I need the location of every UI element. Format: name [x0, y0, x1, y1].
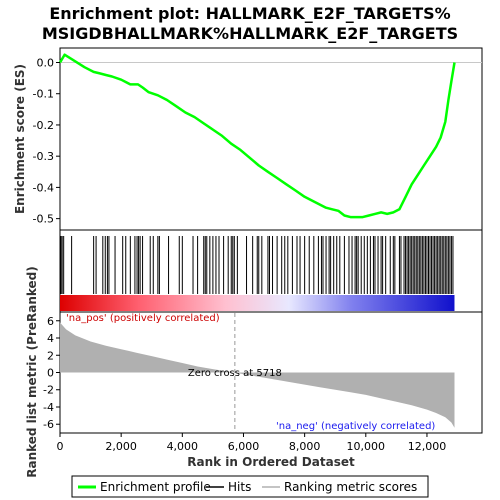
negative-correlation-label: 'na_neg' (negatively correlated) — [276, 421, 435, 432]
ranking-metric-layer — [60, 313, 455, 432]
chart-title-line2: MSIGDBHALLMARK%HALLMARK_E2F_TARGETS — [42, 24, 458, 43]
rank-y-axis-label: Ranked list metric (PreRanked) — [25, 266, 39, 478]
x-tick-label: 12,000 — [408, 440, 447, 453]
es-curve — [58, 53, 456, 219]
rank-y-tick-label: 6 — [47, 315, 54, 328]
x-tick-label: 10,000 — [347, 440, 386, 453]
x-tick-label: 0 — [57, 440, 64, 453]
legend-label-hits: Hits — [228, 480, 251, 494]
x-axis-label: Rank in Ordered Dataset — [187, 455, 355, 469]
rank-y-tick-label: -6 — [43, 418, 54, 431]
hits-layer — [60, 236, 454, 294]
x-tick-label: 6,000 — [228, 440, 260, 453]
legend-label-enrichment: Enrichment profile — [100, 480, 211, 494]
es-y-ticks: 0.0 -0.1 -0.2 -0.3 -0.4 -0.5 — [33, 56, 60, 226]
es-y-tick-label: -0.2 — [33, 119, 54, 132]
x-ticks: 0 2,000 4,000 6,000 8,000 10,000 12,000 — [57, 433, 447, 453]
rank-y-tick-label: -4 — [43, 401, 54, 414]
es-y-tick-label: 0.0 — [37, 56, 55, 69]
es-y-tick-label: -0.4 — [33, 181, 54, 194]
x-tick-label: 2,000 — [105, 440, 137, 453]
legend-label-ranking: Ranking metric scores — [284, 480, 417, 494]
heatmap-bar — [60, 295, 455, 311]
rank-y-ticks: 6 4 2 0 -2 -4 -6 — [43, 315, 60, 431]
es-y-tick-label: -0.1 — [33, 88, 54, 101]
zero-cross-label: Zero cross at 5718 — [188, 368, 282, 379]
es-curve-layer — [58, 53, 456, 219]
x-tick-label: 4,000 — [167, 440, 199, 453]
es-y-tick-label: -0.3 — [33, 150, 54, 163]
rank-y-tick-label: -2 — [43, 384, 54, 397]
chart-title-line1: Enrichment plot: HALLMARK_E2F_TARGETS% — [49, 4, 450, 23]
rank-y-tick-label: 0 — [47, 367, 54, 380]
rank-y-tick-label: 2 — [47, 349, 54, 362]
es-panel-frame — [59, 47, 483, 231]
heatmap-bar-layer — [60, 295, 455, 311]
legend-box — [71, 475, 429, 498]
es-y-axis-label: Enrichment score (ES) — [13, 64, 27, 214]
x-tick-label: 8,000 — [289, 440, 321, 453]
positive-correlation-label: 'na_pos' (positively correlated) — [66, 313, 220, 324]
es-y-tick-label: -0.5 — [33, 213, 54, 226]
ranking-metric-area — [60, 322, 455, 428]
rank-y-tick-label: 4 — [47, 332, 54, 345]
